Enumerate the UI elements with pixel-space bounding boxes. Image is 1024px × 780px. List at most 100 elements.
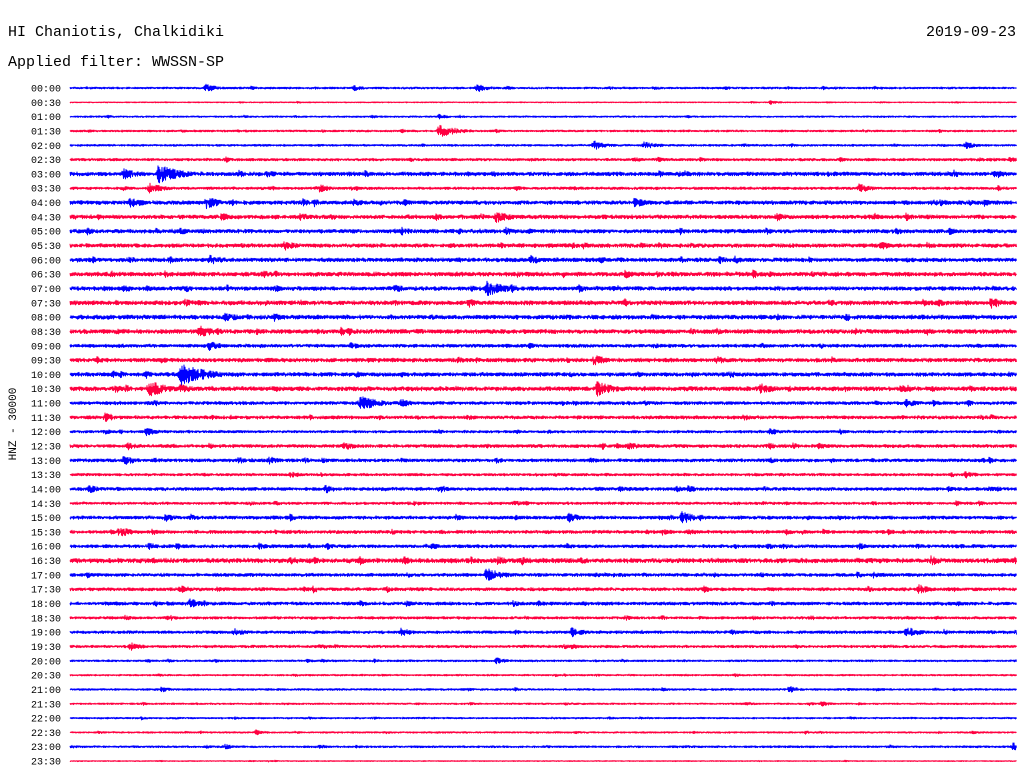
trace-17-30 [69,584,1017,594]
trace-04-30 [69,212,1017,223]
trace-05-00 [69,226,1017,236]
trace-04-00 [69,197,1017,210]
trace-18-30 [69,614,1017,621]
trace-12-00 [69,428,1017,437]
time-label-14-00: 14:00 [31,486,61,497]
time-label-09-00: 09:00 [31,342,61,353]
trace-08-00 [69,312,1017,322]
time-label-19-00: 19:00 [31,629,61,640]
trace-09-30 [69,355,1017,366]
time-label-05-00: 05:00 [31,228,61,239]
time-label-11-30: 11:30 [31,414,61,425]
trace-10-00 [69,364,1017,387]
trace-05-30 [69,241,1017,251]
station-title: HI Chaniotis, Chalkidiki [8,24,224,41]
trace-20-00 [69,657,1017,665]
time-label-10-30: 10:30 [31,385,61,396]
trace-13-00 [69,456,1017,465]
time-label-07-30: 07:30 [31,299,61,310]
trace-22-00 [69,716,1017,721]
trace-00-00 [69,83,1017,92]
trace-21-00 [69,686,1017,693]
trace-17-00 [69,568,1017,581]
time-label-04-30: 04:30 [31,213,61,224]
time-label-00-30: 00:30 [31,99,61,110]
time-label-11-00: 11:00 [31,400,61,411]
trace-06-00 [69,254,1017,265]
time-label-21-00: 21:00 [31,686,61,697]
trace-15-30 [69,528,1017,537]
time-label-02-30: 02:30 [31,156,61,167]
trace-20-30 [69,673,1017,678]
trace-19-30 [69,642,1017,651]
time-label-07-00: 07:00 [31,285,61,296]
time-label-23-00: 23:00 [31,743,61,754]
trace-13-30 [69,471,1017,479]
trace-16-00 [69,542,1017,550]
time-label-22-00: 22:00 [31,715,61,726]
time-label-12-00: 12:00 [31,428,61,439]
time-label-20-00: 20:00 [31,657,61,668]
date-label: 2019-09-23 [926,24,1016,41]
time-label-18-30: 18:30 [31,614,61,625]
time-label-01-30: 01:30 [31,128,61,139]
trace-15-00 [69,511,1017,524]
time-label-18-00: 18:00 [31,600,61,611]
time-label-08-30: 08:30 [31,328,61,339]
time-label-01-00: 01:00 [31,113,61,124]
trace-08-30 [69,325,1017,337]
time-label-19-30: 19:30 [31,643,61,654]
time-label-06-00: 06:00 [31,256,61,267]
time-label-16-30: 16:30 [31,557,61,568]
time-label-17-30: 17:30 [31,586,61,597]
time-label-15-00: 15:00 [31,514,61,525]
time-label-14-30: 14:30 [31,500,61,511]
trace-10-30 [69,381,1017,397]
time-label-04-00: 04:00 [31,199,61,210]
trace-11-30 [69,412,1017,422]
trace-rows: 00:00 00:30 01:00 01:30 02:00 02:30 03:00 03:30… [31,83,1017,769]
trace-18-00 [69,598,1017,608]
trace-19-00 [69,627,1017,638]
trace-22-30 [69,729,1017,736]
trace-03-30 [69,182,1017,194]
trace-14-30 [69,500,1017,507]
time-label-08-00: 08:00 [31,314,61,325]
time-label-05-30: 05:30 [31,242,61,253]
y-axis-label: HNZ - 30000 [8,388,20,461]
trace-16-30 [69,555,1017,566]
time-label-03-00: 03:00 [31,170,61,181]
filter-label: Applied filter: WWSSN-SP [8,54,224,71]
time-label-23-30: 23:30 [31,758,61,769]
time-label-16-00: 16:00 [31,543,61,554]
trace-02-00 [69,140,1017,150]
trace-02-30 [69,156,1017,163]
time-label-06-30: 06:30 [31,271,61,282]
time-label-03-30: 03:30 [31,185,61,196]
trace-00-30 [69,100,1017,105]
time-label-10-00: 10:00 [31,371,61,382]
time-label-02-00: 02:00 [31,142,61,153]
time-label-12-30: 12:30 [31,443,61,454]
time-label-13-00: 13:00 [31,457,61,468]
time-label-20-30: 20:30 [31,672,61,683]
time-label-15-30: 15:30 [31,528,61,539]
trace-11-00 [69,396,1017,409]
trace-09-00 [69,341,1017,351]
trace-01-30 [69,124,1017,137]
trace-07-00 [69,280,1017,296]
trace-07-30 [69,298,1017,309]
time-label-13-30: 13:30 [31,471,61,482]
time-label-21-30: 21:30 [31,700,61,711]
trace-23-00 [69,742,1017,751]
trace-14-00 [69,484,1017,494]
time-label-09-30: 09:30 [31,357,61,368]
time-label-00-00: 00:00 [31,85,61,96]
trace-12-30 [69,442,1017,451]
time-label-22-30: 22:30 [31,729,61,740]
time-label-17-00: 17:00 [31,571,61,582]
trace-06-30 [69,269,1017,279]
trace-03-00 [69,165,1017,184]
trace-21-30 [69,701,1017,707]
